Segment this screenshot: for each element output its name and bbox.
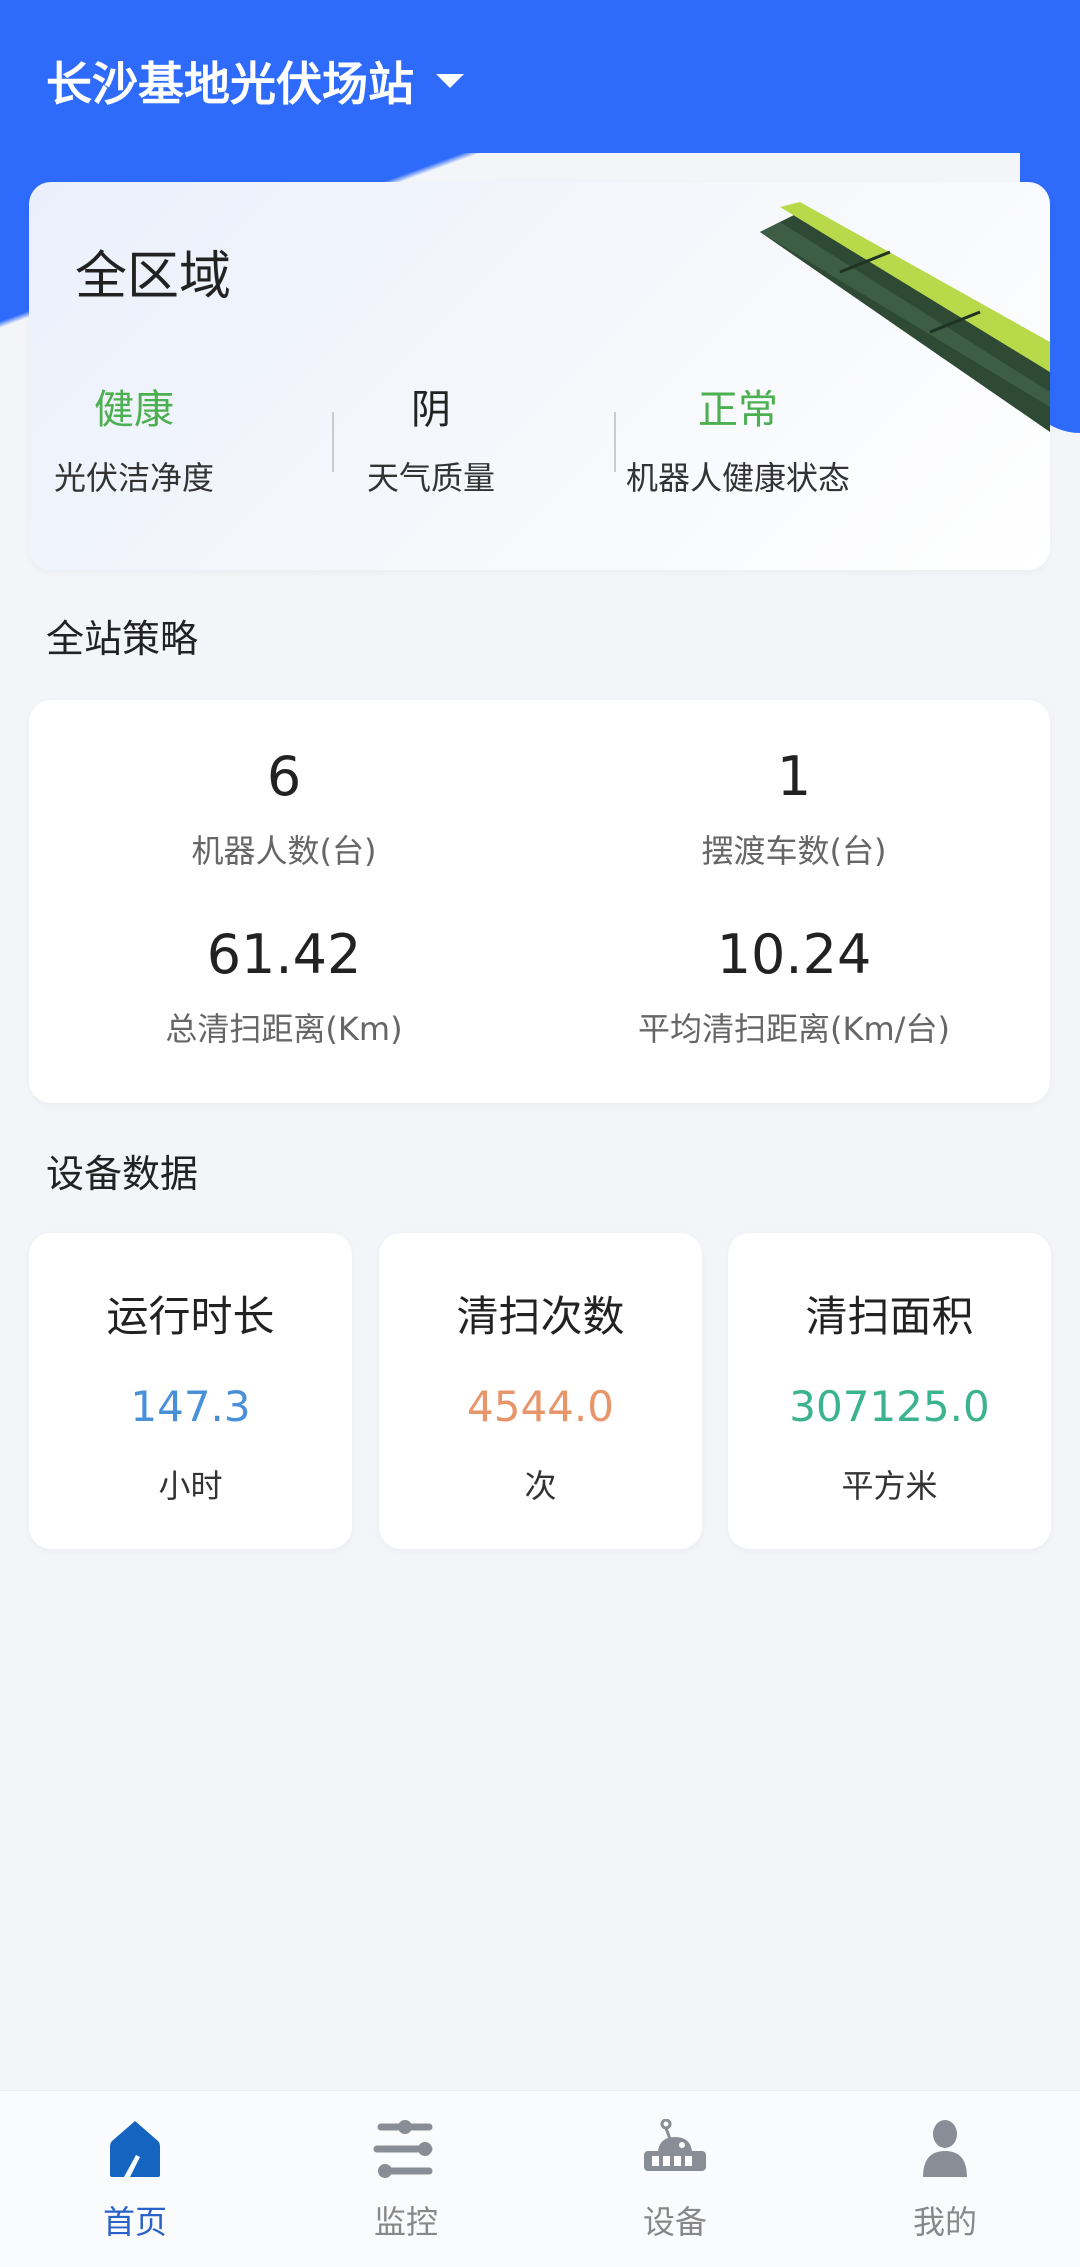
card-title: 运行时长 bbox=[106, 1292, 275, 1341]
device-card-clean-area[interactable]: 清扫面积 307125.0 平方米 bbox=[728, 1233, 1051, 1549]
tab-label: 监控 bbox=[373, 2203, 438, 2241]
tab-home[interactable]: 首页 bbox=[35, 2119, 235, 2243]
strategy-robot-count: 6 机器人数(台) bbox=[34, 745, 534, 872]
card-title: 清扫面积 bbox=[805, 1292, 974, 1341]
value: 6 bbox=[266, 745, 302, 808]
overview-card: 全区域 健康 光伏洁净度 阴 天气质量 正常 机器人健康状态 bbox=[29, 182, 1050, 570]
label: 总清扫距离(Km) bbox=[165, 1010, 403, 1048]
tab-label: 设备 bbox=[642, 2203, 707, 2241]
station-title: 长沙基地光伏场站 bbox=[46, 57, 414, 111]
station-selector[interactable]: 长沙基地光伏场站 bbox=[46, 48, 464, 114]
value: 10.24 bbox=[716, 923, 872, 986]
divider bbox=[332, 412, 334, 472]
card-value: 4544.0 bbox=[467, 1382, 614, 1431]
home-icon bbox=[110, 2121, 160, 2177]
stat-value: 正常 bbox=[698, 387, 778, 433]
card-title: 清扫次数 bbox=[456, 1292, 625, 1341]
card-value: 307125.0 bbox=[789, 1382, 990, 1431]
header-bar bbox=[0, 0, 1080, 153]
label: 平均清扫距离(Km/台) bbox=[638, 1010, 950, 1048]
cleaning-robot-image bbox=[760, 202, 1050, 432]
section-title-device: 设备数据 bbox=[46, 1152, 199, 1196]
card-unit: 次 bbox=[524, 1467, 557, 1505]
device-card-clean-count[interactable]: 清扫次数 4544.0 次 bbox=[379, 1233, 702, 1549]
robot-icon bbox=[644, 2118, 706, 2171]
caret-down-icon[interactable] bbox=[436, 74, 464, 88]
strategy-average-distance: 10.24 平均清扫距离(Km/台) bbox=[544, 923, 1044, 1050]
stat-weather: 阴 天气质量 bbox=[281, 377, 581, 499]
strategy-total-distance: 61.42 总清扫距离(Km) bbox=[34, 923, 534, 1050]
label: 机器人数(台) bbox=[191, 832, 377, 870]
stat-label: 光伏洁净度 bbox=[53, 459, 214, 497]
stat-value: 健康 bbox=[94, 387, 174, 433]
user-icon bbox=[923, 2120, 967, 2177]
stat-label: 天气质量 bbox=[366, 459, 495, 497]
value: 1 bbox=[776, 745, 812, 808]
area-title: 全区域 bbox=[75, 247, 232, 307]
strategy-card: 6 机器人数(台) 1 摆渡车数(台) 61.42 总清扫距离(Km) 10.2… bbox=[29, 700, 1050, 1103]
sliders-icon bbox=[373, 2120, 433, 2178]
section-title-strategy: 全站策略 bbox=[46, 617, 199, 661]
divider bbox=[614, 412, 616, 472]
card-unit: 小时 bbox=[158, 1467, 223, 1505]
tab-label: 首页 bbox=[102, 2203, 167, 2241]
value: 61.42 bbox=[206, 923, 362, 986]
card-value: 147.3 bbox=[130, 1382, 251, 1431]
card-unit: 平方米 bbox=[841, 1467, 938, 1505]
strategy-ferry-count: 1 摆渡车数(台) bbox=[544, 745, 1044, 872]
device-card-runtime[interactable]: 运行时长 147.3 小时 bbox=[29, 1233, 352, 1549]
bottom-tab-bar: 首页 监控 设备 我的 bbox=[0, 2090, 1080, 2267]
stat-cleanliness: 健康 光伏洁净度 bbox=[29, 377, 284, 499]
stat-value: 阴 bbox=[411, 387, 451, 433]
tab-label: 我的 bbox=[912, 2203, 977, 2241]
tab-mine[interactable]: 我的 bbox=[845, 2119, 1045, 2243]
tab-monitor[interactable]: 监控 bbox=[306, 2119, 506, 2243]
tab-device[interactable]: 设备 bbox=[575, 2118, 775, 2243]
label: 摆渡车数(台) bbox=[701, 832, 887, 870]
stat-label: 机器人健康状态 bbox=[625, 459, 850, 497]
stat-robot-health: 正常 机器人健康状态 bbox=[588, 377, 888, 499]
